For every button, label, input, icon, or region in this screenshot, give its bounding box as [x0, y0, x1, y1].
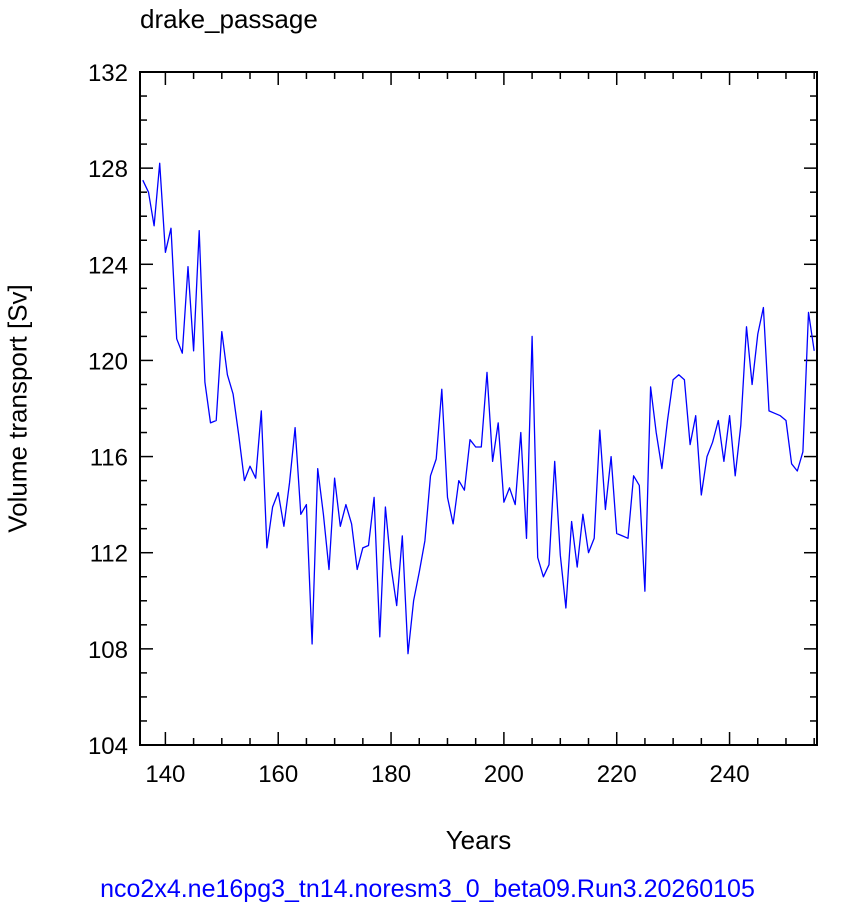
- x-tick-label: 240: [710, 761, 750, 788]
- series-line: [142, 162, 815, 655]
- y-tick-label: 108: [88, 637, 128, 664]
- y-tick-label: 132: [88, 60, 128, 87]
- plot-frame: [139, 71, 818, 746]
- x-tick-label: 180: [371, 761, 411, 788]
- y-tick-label: 128: [88, 156, 128, 183]
- x-tick-labels: 140 160 180 200 220 240: [145, 761, 749, 788]
- x-tick-label: 160: [258, 761, 298, 788]
- chart-title: drake_passage: [140, 4, 318, 34]
- axis-ticks: [140, 71, 817, 746]
- y-tick-labels: 104 108 112 116 120 124 128 132: [88, 60, 128, 760]
- x-tick-label: 220: [597, 761, 637, 788]
- x-axis-label: Years: [445, 825, 512, 855]
- x-tick-label: 140: [145, 761, 185, 788]
- run-name-footer: nco2x4.ne16pg3_tn14.noresm3_0_beta09.Run…: [100, 875, 755, 903]
- y-tick-label: 120: [88, 348, 128, 375]
- x-tick-label: 200: [484, 761, 524, 788]
- y-tick-label: 112: [90, 541, 128, 568]
- y-tick-label: 124: [88, 252, 128, 279]
- series-group: [142, 162, 815, 655]
- y-tick-label: 116: [90, 445, 128, 472]
- y-tick-label: 104: [88, 733, 128, 760]
